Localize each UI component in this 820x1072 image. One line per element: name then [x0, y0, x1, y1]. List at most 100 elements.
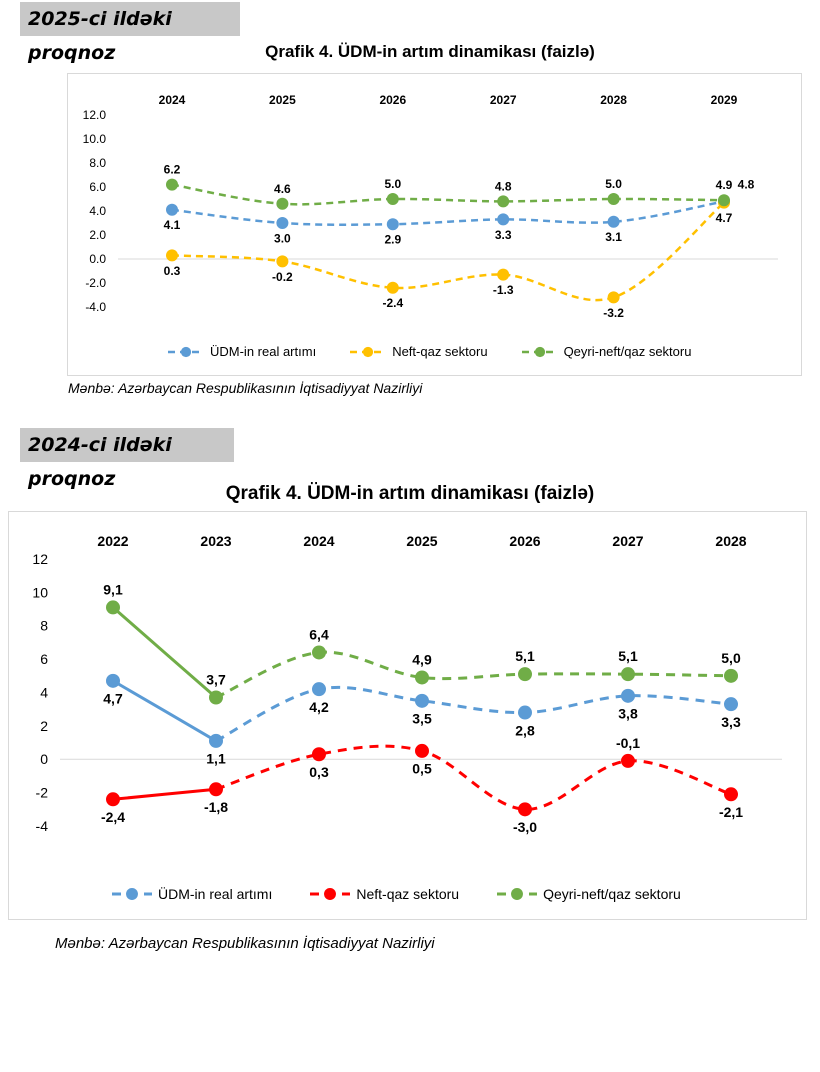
legend-label: Neft-qaz sektoru [392, 344, 488, 359]
y-tick-label: -2.0 [85, 276, 106, 290]
y-tick-label: 0.0 [89, 252, 106, 266]
data-point [415, 693, 429, 708]
y-tick-label: 6.0 [89, 180, 106, 194]
data-label: 4,9 [412, 651, 432, 667]
data-point [166, 249, 178, 262]
data-point [607, 215, 620, 228]
legend-label: Qeyri-neft/qaz sektoru [543, 886, 681, 902]
data-point [106, 600, 120, 615]
data-point [106, 673, 120, 688]
data-label: 5,0 [721, 650, 741, 666]
data-label: -2,1 [719, 804, 743, 820]
data-point [621, 667, 635, 682]
x-category-label: 2025 [406, 533, 437, 549]
y-tick-label: 10.0 [83, 132, 107, 146]
data-label: -2,4 [101, 809, 125, 825]
data-point [209, 690, 223, 705]
data-point [724, 668, 738, 683]
y-tick-label: 10 [32, 584, 48, 600]
legend-item: Neft-qaz sektoru [310, 886, 459, 902]
series-line-actual [112, 787, 217, 801]
data-point [276, 197, 289, 210]
data-point [386, 281, 399, 294]
data-label: 3,8 [618, 706, 638, 722]
x-category-label: 2027 [612, 533, 643, 549]
data-point [518, 802, 532, 817]
data-label: 5,1 [515, 648, 535, 664]
data-point [276, 255, 289, 268]
data-label: 3.0 [274, 231, 291, 245]
data-point [621, 688, 635, 703]
y-tick-label: 0 [40, 751, 48, 767]
data-point [607, 291, 620, 304]
legend-swatch [350, 346, 387, 357]
data-label: 2,8 [515, 722, 535, 738]
series-line-forecast [215, 744, 732, 811]
data-point [518, 667, 532, 682]
x-category-label: 2024 [159, 93, 186, 107]
data-point [166, 178, 178, 191]
x-category-label: 2022 [97, 533, 128, 549]
chart-2-source: Mənbə: Azərbaycan Respublikasının İqtisa… [55, 935, 435, 952]
data-label: 5.0 [384, 177, 401, 191]
legend-label: Neft-qaz sektoru [356, 886, 460, 902]
x-category-label: 2025 [269, 93, 296, 107]
data-point [276, 217, 289, 229]
legend-label: ÜDM-in real artımı [210, 344, 317, 359]
data-point [312, 747, 326, 762]
series-line-actual [112, 679, 217, 743]
data-label: -2.4 [382, 296, 403, 310]
legend-swatch [168, 346, 204, 357]
chart-1-legend: ÜDM-in real artımı Neft-qaz sektoru Qeyri-… [168, 344, 725, 359]
y-tick-label: 2.0 [89, 228, 106, 242]
data-label: -1,8 [204, 799, 228, 815]
data-label: 0,5 [412, 761, 432, 777]
chart-1-source: Mənbə: Azərbaycan Respublikasının İqtisa… [68, 380, 423, 396]
data-point [607, 193, 620, 205]
data-point [415, 743, 429, 758]
x-category-label: 2028 [715, 533, 746, 549]
data-label: 1,1 [206, 751, 226, 767]
forecast-2025-banner: 2025-ci ildəki proqnoz [20, 2, 240, 64]
data-label: 0,3 [309, 764, 329, 780]
data-point [166, 203, 178, 216]
data-point [621, 753, 635, 768]
data-point [209, 733, 223, 748]
chart-1-title: Qrafik 4. ÜDM-in artım dinamikası (faizl… [265, 42, 595, 61]
x-category-label: 2029 [711, 93, 738, 107]
data-label: -0,1 [616, 735, 640, 751]
chart-2-legend: ÜDM-in real artımı Neft-qaz sektoru Qeyri-… [112, 886, 719, 902]
y-tick-label: 4.0 [89, 204, 106, 218]
data-label: 2.9 [384, 233, 401, 247]
series-line-forecast [215, 685, 732, 743]
legend-swatch [521, 346, 558, 357]
data-point [518, 705, 532, 720]
data-label: 5,1 [618, 648, 638, 664]
y-tick-label: 12.0 [83, 108, 107, 122]
data-point [497, 195, 510, 208]
legend-item: Qeyri-neft/qaz sektoru [497, 886, 681, 902]
data-point [497, 213, 510, 226]
series-line [171, 183, 725, 206]
data-label: 4.6 [274, 182, 291, 196]
data-label: 4,2 [309, 699, 329, 715]
x-category-label: 2024 [303, 533, 334, 549]
x-category-label: 2026 [509, 533, 540, 549]
data-label: -0.2 [272, 270, 293, 284]
legend-label: ÜDM-in real artımı [158, 886, 273, 902]
data-point [386, 193, 399, 205]
data-label: 4.7 [716, 211, 733, 225]
data-point [312, 645, 326, 660]
y-tick-label: -4 [36, 818, 49, 834]
y-tick-label: -4.0 [85, 300, 106, 314]
data-label: 4.1 [164, 218, 181, 232]
data-label: 4.8 [738, 177, 755, 191]
legend-item: Neft-qaz sektoru [350, 344, 488, 359]
y-tick-label: 12 [32, 551, 48, 567]
data-label: -3,0 [513, 819, 537, 835]
data-point [209, 782, 223, 797]
data-point [724, 697, 738, 712]
legend-item: Qeyri-neft/qaz sektoru [521, 344, 691, 359]
